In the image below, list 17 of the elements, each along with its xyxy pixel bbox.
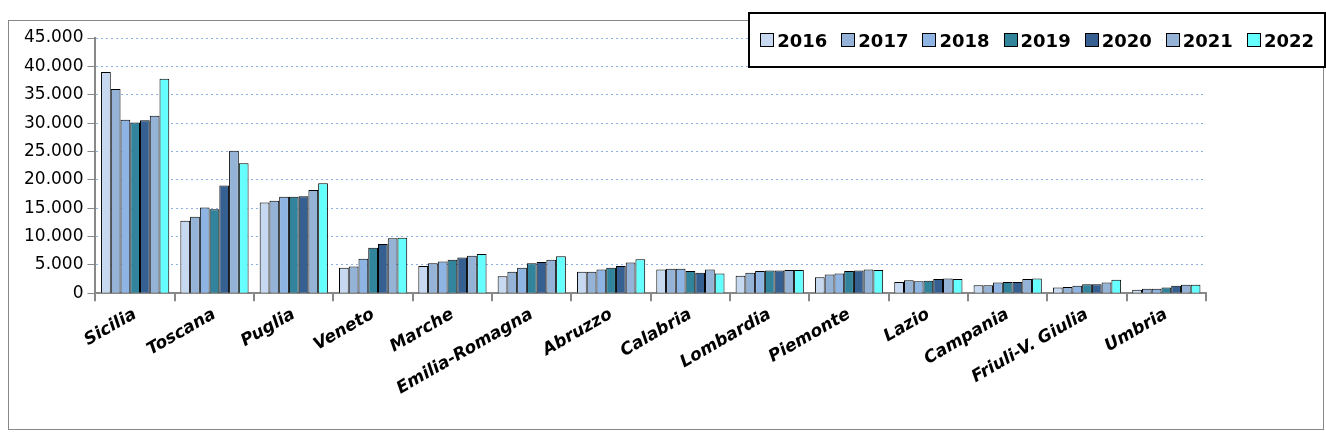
y-tick-label: 45.000 (24, 26, 84, 47)
y-tick-label: 0 (72, 281, 84, 302)
y-tick-label: 10.000 (24, 224, 84, 245)
legend-label: 2016 (777, 29, 828, 51)
legend-label: 2020 (1101, 29, 1152, 51)
legend-label: 2022 (1263, 29, 1314, 51)
legend-label: 2021 (1182, 29, 1233, 51)
legend-label: 2018 (939, 29, 990, 51)
legend-label: 2017 (858, 29, 909, 51)
y-tick-label: 25.000 (24, 139, 84, 160)
y-tick-label: 40.000 (24, 54, 84, 75)
y-tick-label: 20.000 (24, 168, 84, 189)
y-tick-label: 30.000 (24, 111, 84, 132)
y-tick-label: 15.000 (24, 196, 84, 217)
y-tick-label: 5.000 (34, 253, 84, 274)
y-tick-label: 35.000 (24, 83, 84, 104)
legend-label: 2019 (1020, 29, 1071, 51)
